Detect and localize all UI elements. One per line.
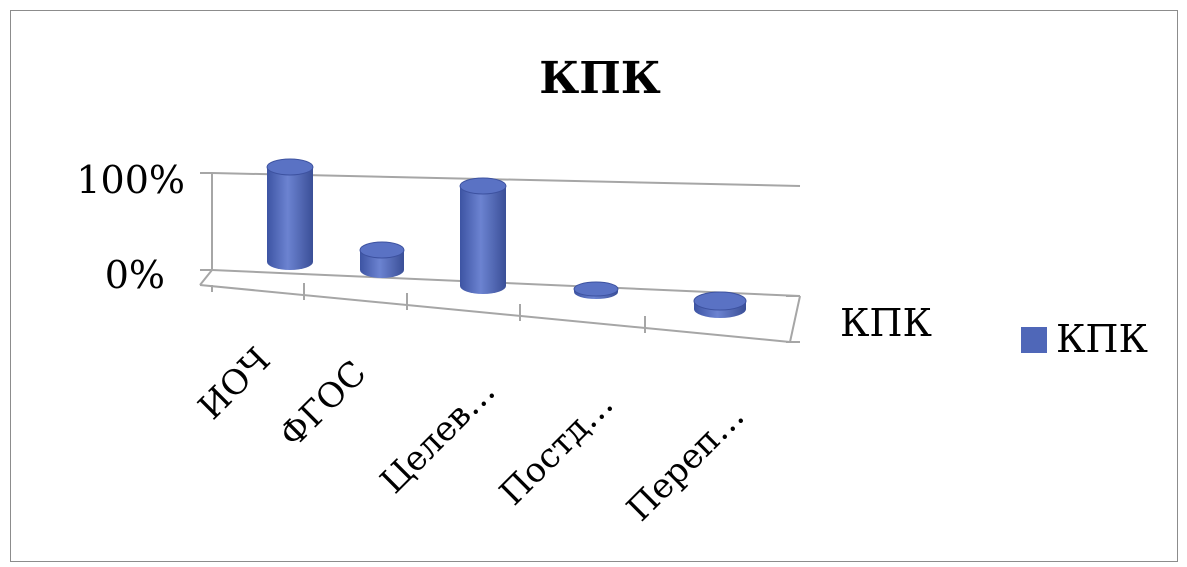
bar-top-0 xyxy=(266,158,314,176)
category-label-4: Переп… xyxy=(619,396,752,529)
legend-label: КПК xyxy=(1056,317,1148,361)
category-label-1: ФГОС xyxy=(272,353,374,455)
bar-2 xyxy=(459,177,507,294)
bar-top-2 xyxy=(459,177,507,195)
bar-top-1 xyxy=(359,241,405,259)
floor-left-edge xyxy=(199,269,213,286)
legend: КПК xyxy=(1021,317,1148,361)
x-axis-front xyxy=(199,284,791,343)
category-labels: ИОЧФГОСЦелев…Постд…Переп… xyxy=(191,340,753,529)
category-label-3: Постд… xyxy=(492,384,621,513)
bar-body-2 xyxy=(460,186,506,294)
depth-axis-label: КПК xyxy=(840,301,932,345)
bar-4 xyxy=(693,291,747,318)
bars xyxy=(266,158,747,318)
bar-3 xyxy=(573,281,619,299)
legend-swatch xyxy=(1021,327,1047,353)
y-tick-label-0: 0% xyxy=(105,253,165,297)
bar-body-0 xyxy=(267,167,313,270)
y-tick-label-100: 100% xyxy=(76,158,185,202)
chart-title: КПК xyxy=(539,53,661,104)
bar-1 xyxy=(359,241,405,278)
bar-0 xyxy=(266,158,314,270)
bar-top-3 xyxy=(573,281,619,297)
category-label-2: Целев… xyxy=(373,371,504,502)
depth-axis xyxy=(789,295,801,343)
bar-top-4 xyxy=(693,291,747,311)
category-label-0: ИОЧ xyxy=(191,340,279,428)
